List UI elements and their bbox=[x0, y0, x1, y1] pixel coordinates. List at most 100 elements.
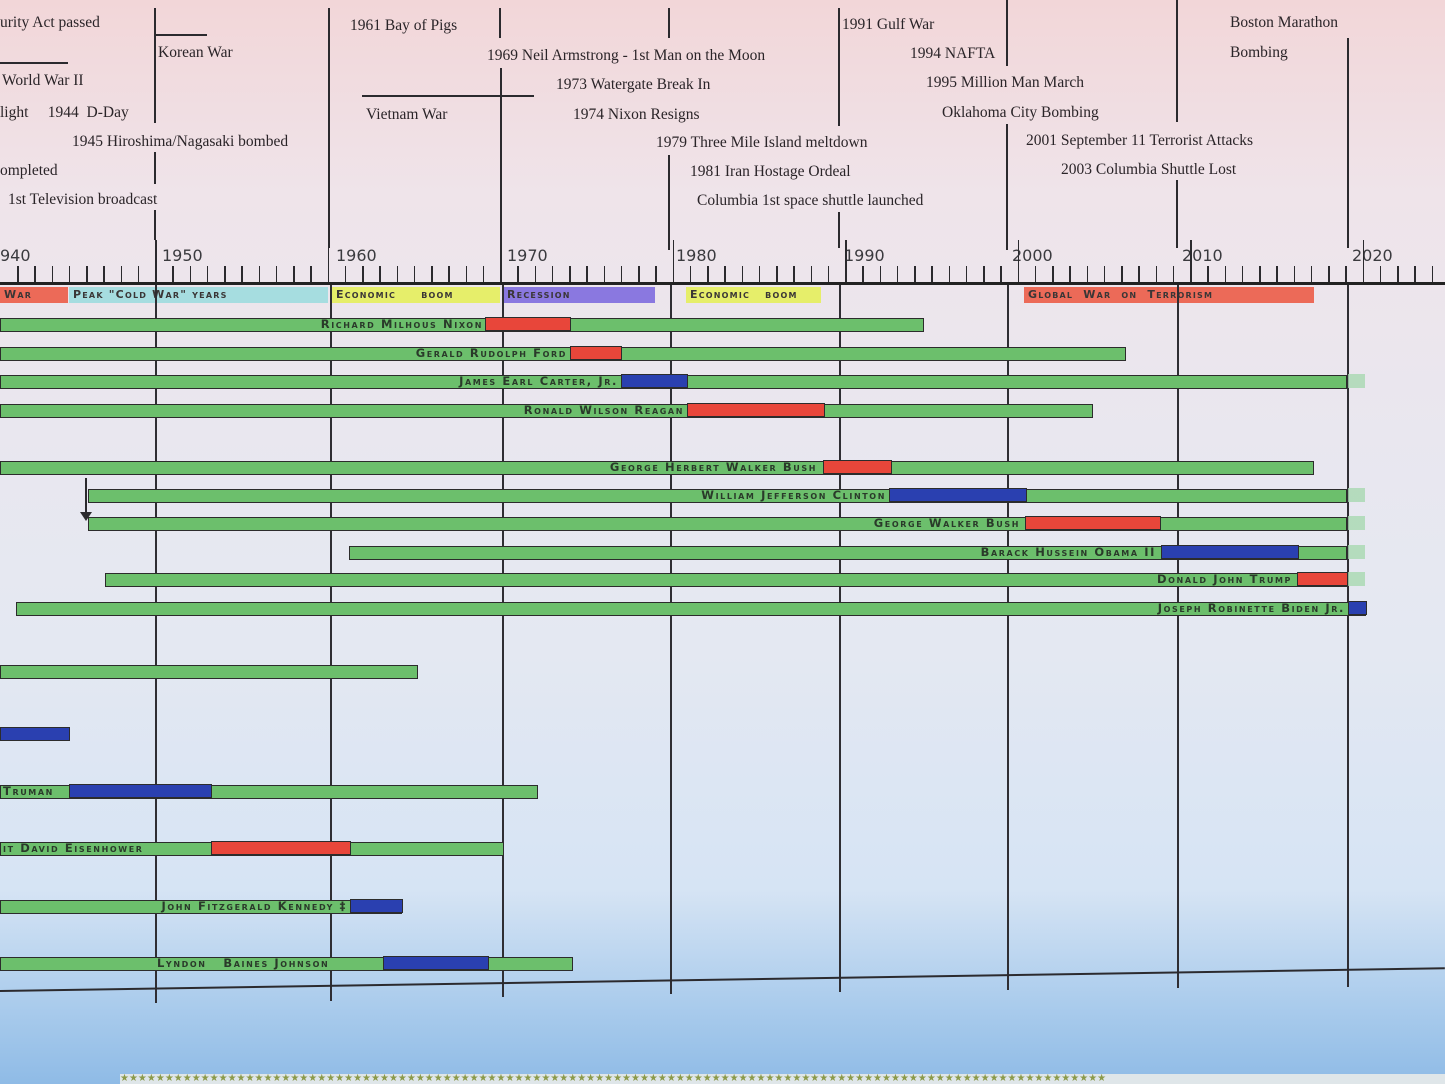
axis-tick bbox=[1276, 266, 1278, 283]
term-johnson bbox=[383, 956, 489, 971]
bar-ford[interactable]: Gerald Rudolph Ford bbox=[0, 346, 1126, 361]
star-border: ★★★★★★★★★★★★★★★★★★★★★★★★★★★★★★★★★★★★★★★★… bbox=[120, 1074, 1445, 1084]
axis-tick bbox=[551, 266, 554, 283]
bar-kennedy[interactable]: John Fitzgerald Kennedy ‡ bbox=[0, 899, 403, 914]
event-boston-bombing: Bombing bbox=[1230, 44, 1288, 61]
axis-tick bbox=[1224, 266, 1226, 283]
bar-clinton[interactable]: William Jefferson Clinton bbox=[88, 488, 1365, 503]
grid-1950 bbox=[155, 285, 157, 1003]
bar-bush43[interactable]: George Walker Bush bbox=[88, 516, 1365, 531]
term-clinton bbox=[889, 488, 1027, 503]
bar-carter[interactable]: James Earl Carter, Jr. bbox=[0, 374, 1365, 389]
axis-tick bbox=[1052, 266, 1054, 283]
term-truman bbox=[69, 784, 212, 799]
event-connector bbox=[154, 8, 156, 123]
arrow-down-icon bbox=[80, 512, 92, 521]
label-biden: Joseph Robinette Biden Jr. bbox=[1157, 601, 1345, 615]
event-television: 1st Television broadcast bbox=[8, 191, 158, 208]
bar-eisenhower[interactable]: it David Eisenhower bbox=[0, 841, 504, 856]
axis-tick bbox=[465, 266, 467, 283]
event-connector bbox=[1347, 38, 1349, 248]
label-johnson: Lyndon Baines Johnson bbox=[157, 956, 330, 970]
event-vietnam-war: Vietnam War bbox=[366, 106, 448, 123]
year-label-1980: 1980 bbox=[676, 246, 717, 265]
event-boston-marathon: Boston Marathon bbox=[1230, 14, 1339, 31]
label-bush43: George Walker Bush bbox=[873, 516, 1020, 530]
axis-tick bbox=[86, 266, 88, 283]
axis-tick bbox=[793, 266, 795, 283]
bar-truman[interactable]: Truman bbox=[0, 784, 538, 799]
axis-tick bbox=[51, 266, 53, 283]
axis-tick bbox=[879, 266, 881, 283]
label-eisenhower: it David Eisenhower bbox=[3, 841, 144, 855]
axis-tick bbox=[1069, 266, 1071, 283]
bar-biden[interactable]: Joseph Robinette Biden Jr. bbox=[16, 601, 1367, 616]
axis-tick bbox=[965, 266, 968, 283]
label-trump: Donald John Trump bbox=[1157, 572, 1292, 586]
bar-johnson[interactable]: Lyndon Baines Johnson bbox=[0, 956, 573, 971]
axis-tick bbox=[448, 266, 450, 283]
era-global-war-on-terrorism: Global War on Terrorism bbox=[1024, 287, 1314, 303]
axis-tick bbox=[586, 266, 588, 283]
axis-tick bbox=[914, 266, 916, 283]
bar-trump[interactable]: Donald John Trump bbox=[105, 572, 1365, 587]
event-nafta: 1994 NAFTA bbox=[910, 45, 996, 62]
korean-war-span bbox=[154, 34, 207, 36]
arrow-connector-line bbox=[85, 478, 87, 514]
axis-tick bbox=[396, 266, 398, 283]
axis-tick bbox=[983, 266, 985, 283]
grid-2020 bbox=[1347, 285, 1349, 987]
axis-tick bbox=[827, 266, 830, 283]
term-carter bbox=[621, 374, 688, 389]
label-kennedy: John Fitzgerald Kennedy ‡ bbox=[161, 899, 347, 913]
axis-tick bbox=[1121, 266, 1123, 283]
term-trump bbox=[1297, 572, 1348, 587]
event-wwii: World War II bbox=[2, 72, 84, 89]
term-obama bbox=[1161, 545, 1299, 560]
bar-fdr-term[interactable] bbox=[0, 727, 70, 741]
bar-nixon[interactable]: Richard Milhous Nixon bbox=[0, 317, 924, 332]
label-reagan: Ronald Wilson Reagan bbox=[523, 403, 684, 417]
axis-tick bbox=[258, 266, 260, 283]
era-economic-boom-2: Economic boom bbox=[686, 287, 821, 303]
bar-continuation bbox=[1348, 374, 1365, 389]
bar-obama[interactable]: Barack Hussein Obama II bbox=[349, 545, 1365, 560]
event-security-act: urity Act passed bbox=[0, 14, 100, 31]
axis-tick bbox=[1310, 266, 1313, 283]
event-hiroshima: 1945 Hiroshima/Nagasaki bombed bbox=[72, 133, 289, 150]
axis-tick bbox=[1017, 240, 1019, 284]
event-connector bbox=[1006, 0, 1008, 66]
axis-tick bbox=[1362, 240, 1364, 284]
event-columbia-launch: Columbia 1st space shuttle launched bbox=[697, 192, 924, 209]
event-korean-war: Korean War bbox=[158, 44, 233, 61]
event-connector bbox=[154, 152, 156, 184]
event-bay-of-pigs: 1961 Bay of Pigs bbox=[350, 17, 458, 34]
axis-tick bbox=[34, 266, 36, 283]
event-connector bbox=[500, 68, 502, 248]
axis-tick bbox=[362, 266, 364, 283]
axis-tick bbox=[1190, 240, 1192, 284]
bar-reagan[interactable]: Ronald Wilson Reagan bbox=[0, 403, 1093, 418]
axis-tick bbox=[672, 240, 674, 284]
axis-tick bbox=[724, 266, 726, 283]
bar-continuation bbox=[1348, 545, 1365, 560]
grid-2000 bbox=[1007, 285, 1009, 990]
bar-bush41[interactable]: George Herbert Walker Bush bbox=[0, 460, 1314, 475]
axis-tick bbox=[707, 266, 709, 283]
year-label-1960: 1960 bbox=[336, 246, 377, 265]
label-clinton: William Jefferson Clinton bbox=[701, 488, 886, 502]
axis-tick bbox=[931, 266, 933, 283]
era-economic-boom-1: Economic boom bbox=[332, 287, 500, 303]
bar-continuation bbox=[1348, 516, 1365, 531]
bar-continuation bbox=[1348, 572, 1365, 587]
era-cold-war: Peak "Cold War" years bbox=[69, 287, 328, 303]
era-war: War bbox=[0, 287, 68, 303]
axis-tick bbox=[1086, 266, 1088, 283]
axis-tick bbox=[948, 266, 950, 283]
bar-unlabeled-1964[interactable] bbox=[0, 665, 418, 679]
axis-tick bbox=[137, 266, 140, 283]
grid-1990 bbox=[839, 285, 841, 992]
axis-tick bbox=[379, 266, 381, 283]
event-september-11: 2001 September 11 Terrorist Attacks bbox=[1026, 132, 1254, 149]
axis-tick bbox=[620, 266, 623, 283]
